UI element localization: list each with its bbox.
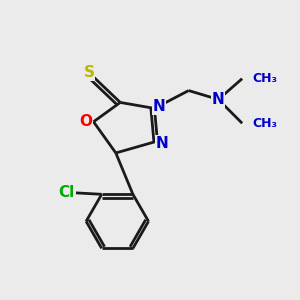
Text: N: N <box>152 99 165 114</box>
Text: Cl: Cl <box>58 185 75 200</box>
Text: S: S <box>84 65 94 80</box>
Text: CH₃: CH₃ <box>253 117 278 130</box>
Text: CH₃: CH₃ <box>253 72 278 85</box>
Text: N: N <box>155 136 168 151</box>
Text: N: N <box>212 92 225 107</box>
Text: O: O <box>80 114 93 129</box>
